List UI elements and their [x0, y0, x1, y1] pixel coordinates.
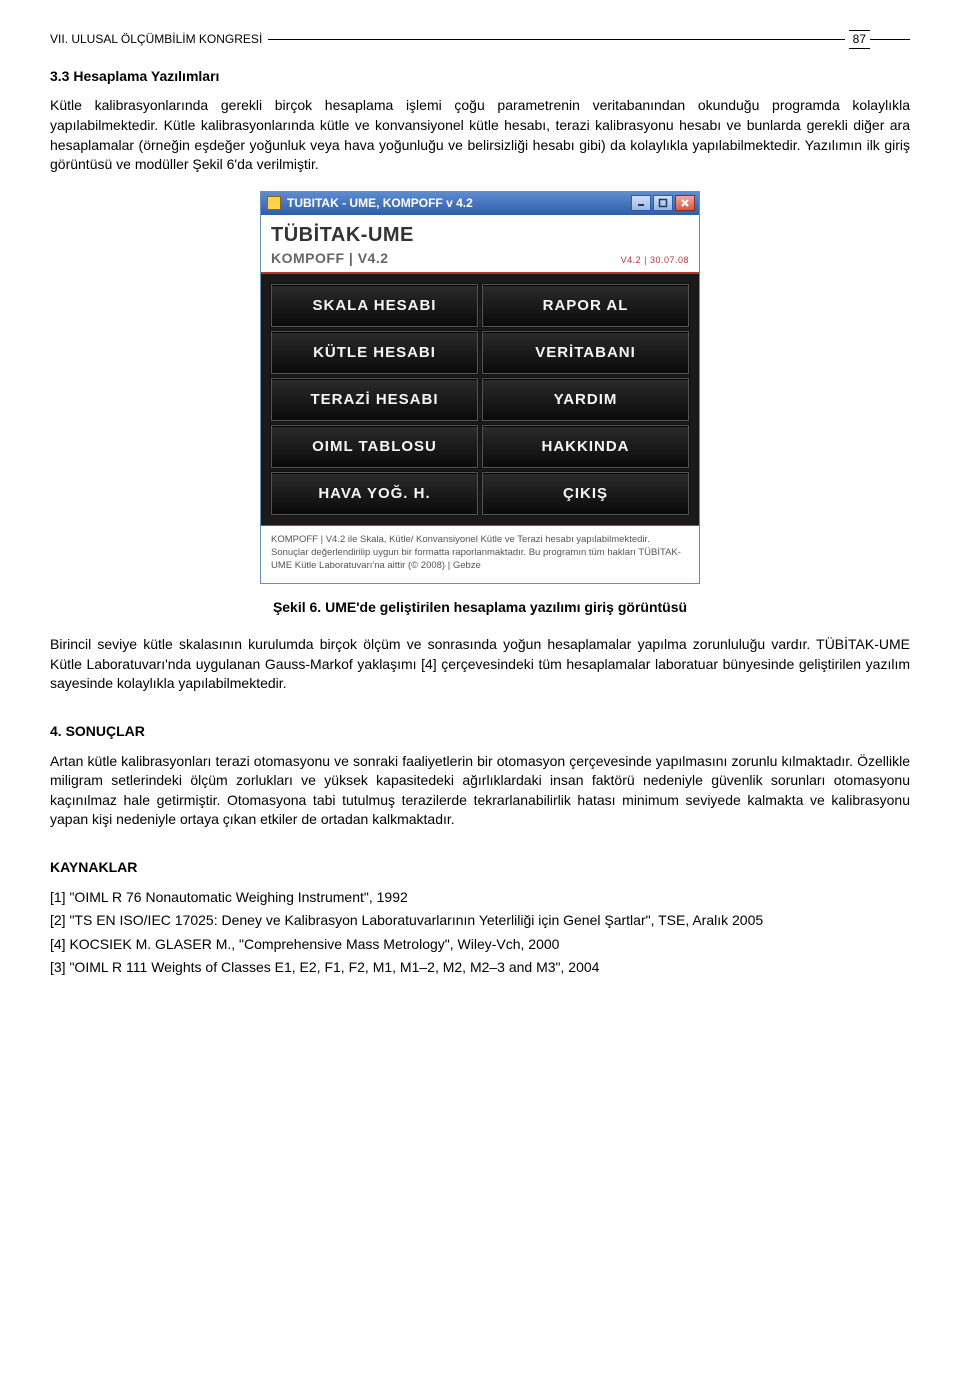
section-3-3-para: Kütle kalibrasyonlarında gerekli birçok …	[50, 96, 910, 174]
maximize-button[interactable]	[653, 195, 673, 211]
menu-grid: SKALA HESABI RAPOR AL KÜTLE HESABI VERİT…	[271, 284, 689, 515]
menu-panel: SKALA HESABI RAPOR AL KÜTLE HESABI VERİT…	[261, 274, 699, 525]
window-titlebar: TUBITAK - UME, KOMPOFF v 4.2	[261, 192, 699, 215]
page-header: VII. ULUSAL ÖLÇÜMBİLİM KONGRESİ 87	[50, 30, 910, 49]
para-after-figure: Birincil seviye kütle skalasının kurulum…	[50, 635, 910, 694]
menu-kutle-hesabi[interactable]: KÜTLE HESABI	[271, 331, 478, 374]
menu-terazi-hesabi[interactable]: TERAZİ HESABI	[271, 378, 478, 421]
menu-cikis[interactable]: ÇIKIŞ	[482, 472, 689, 515]
congress-title: VII. ULUSAL ÖLÇÜMBİLİM KONGRESİ	[50, 31, 268, 48]
section-3-3-title: 3.3 Hesaplama Yazılımları	[50, 67, 910, 87]
menu-oiml-tablosu[interactable]: OIML TABLOSU	[271, 425, 478, 468]
app-icon	[267, 196, 281, 210]
header-rule	[268, 39, 844, 40]
version-stamp: V4.2 | 30.07.08	[621, 254, 689, 267]
page-number: 87	[849, 30, 870, 49]
app-brand-header: TÜBİTAK-UME KOMPOFF | V4.2 V4.2 | 30.07.…	[261, 215, 699, 275]
ref-item: [2] "TS EN ISO/IEC 17025: Deney ve Kalib…	[50, 911, 910, 931]
app-footer-text: KOMPOFF | V4.2 ile Skala, Kütle/ Konvans…	[261, 525, 699, 582]
menu-rapor-al[interactable]: RAPOR AL	[482, 284, 689, 327]
section-4-para: Artan kütle kalibrasyonları terazi otoma…	[50, 752, 910, 830]
references-list: [1] "OIML R 76 Nonautomatic Weighing Ins…	[50, 888, 910, 978]
minimize-button[interactable]	[631, 195, 651, 211]
brand-line1: TÜBİTAK-UME	[271, 221, 689, 249]
menu-hakkinda[interactable]: HAKKINDA	[482, 425, 689, 468]
ref-item: [4] KOCSIEK M. GLASER M., "Comprehensive…	[50, 935, 910, 955]
menu-yardim[interactable]: YARDIM	[482, 378, 689, 421]
references-title: KAYNAKLAR	[50, 858, 910, 878]
section-4-title: 4. SONUÇLAR	[50, 722, 910, 742]
brand-line2: KOMPOFF | V4.2	[271, 249, 389, 269]
close-button[interactable]	[675, 195, 695, 211]
window-controls	[631, 195, 695, 211]
ref-item: [1] "OIML R 76 Nonautomatic Weighing Ins…	[50, 888, 910, 908]
menu-hava-yog[interactable]: HAVA YOĞ. H.	[271, 472, 478, 515]
menu-veritabani[interactable]: VERİTABANI	[482, 331, 689, 374]
kompoff-window: TUBITAK - UME, KOMPOFF v 4.2 TÜBİTAK-UME…	[260, 191, 700, 584]
header-rule-right	[870, 39, 910, 40]
window-title: TUBITAK - UME, KOMPOFF v 4.2	[287, 195, 631, 212]
ref-item: [3] "OIML R 111 Weights of Classes E1, E…	[50, 958, 910, 978]
figure-6-caption: Şekil 6. UME'de geliştirilen hesaplama y…	[50, 598, 910, 618]
figure-6: TUBITAK - UME, KOMPOFF v 4.2 TÜBİTAK-UME…	[50, 191, 910, 617]
menu-skala-hesabi[interactable]: SKALA HESABI	[271, 284, 478, 327]
